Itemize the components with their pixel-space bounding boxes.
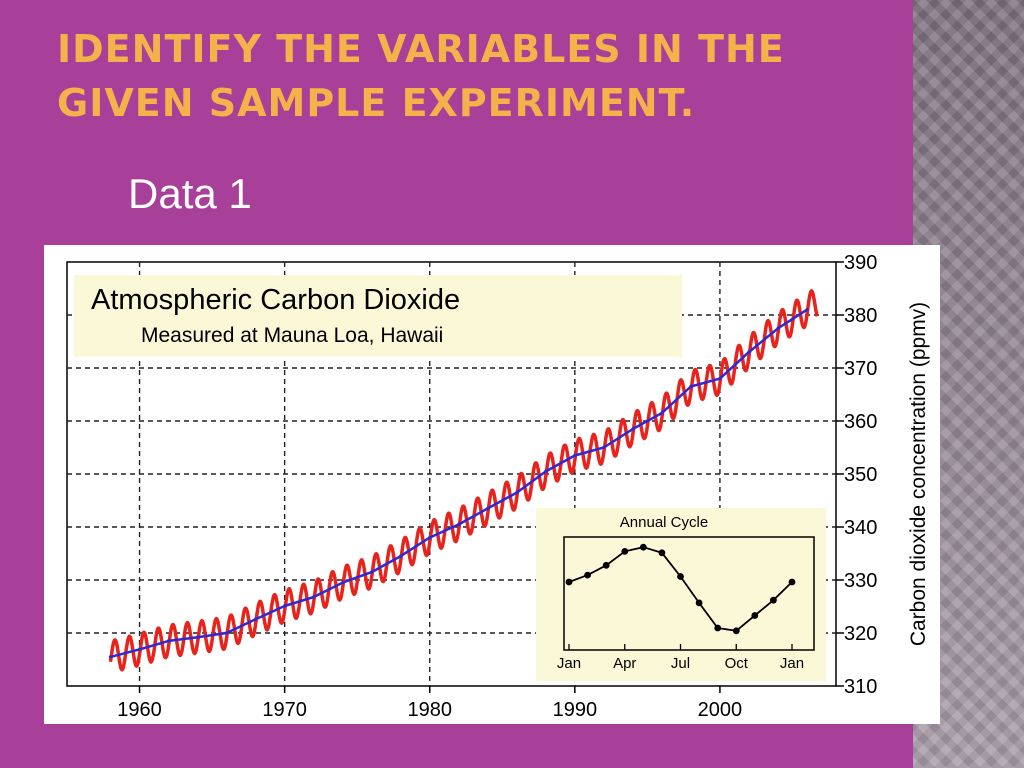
inset-chart: Jan Apr Jul Oct Jan — [557, 543, 804, 672]
inset-point — [658, 549, 666, 557]
y-tick-label: 320 — [844, 623, 877, 645]
x-tick-label: 1980 — [407, 699, 452, 721]
series-smoothed-point — [573, 453, 577, 458]
series-smoothed-point — [776, 326, 780, 330]
inset-point — [732, 627, 740, 635]
title-box — [74, 275, 682, 357]
series-smoothed-point — [370, 570, 374, 574]
y-tick-label: 330 — [844, 570, 877, 592]
x-tick-label: 1960 — [117, 699, 162, 721]
inset-point — [677, 573, 684, 580]
series-smoothed-point — [718, 377, 722, 381]
inset-point — [788, 578, 796, 586]
series-smoothed-point — [631, 427, 635, 431]
series-smoothed-point — [515, 491, 519, 495]
inset-point — [639, 543, 647, 551]
series-smoothed-point — [399, 554, 403, 558]
series-smoothed-point — [428, 536, 432, 540]
inset-point — [621, 548, 629, 555]
series-smoothed-point — [602, 445, 606, 450]
inset-point — [584, 571, 591, 579]
series-layer — [108, 289, 819, 672]
y-axis-label: Carbon dioxide concentration (ppmv) — [907, 302, 930, 646]
y-tick-label: 390 — [844, 252, 877, 274]
y-ticks: 310 320 330 340 350 360 370 380 390 — [836, 252, 877, 698]
series-smoothed-point — [747, 350, 751, 354]
series-smoothed-point — [805, 308, 809, 312]
series-smoothed-point — [341, 581, 345, 585]
series-smoothed-point — [457, 522, 461, 526]
series-smoothed-point — [312, 595, 316, 599]
inset-frame — [563, 536, 815, 651]
co2-chart: 310 320 330 340 350 360 370 380 390 1960 1970 1980… — [66, 252, 930, 721]
inset-point — [770, 596, 777, 604]
inset-tick-label: Jan — [780, 655, 804, 672]
slide-subtitle: Data 1 — [128, 170, 252, 217]
y-tick-label: 310 — [844, 676, 877, 698]
inset-point — [695, 599, 703, 607]
y-tick-label: 370 — [844, 358, 877, 380]
series-smoothed-point — [254, 617, 258, 621]
y-tick-label: 380 — [844, 305, 877, 327]
chart-subtitle: Measured at Mauna Loa, Hawaii — [141, 324, 443, 347]
series-smoothed-point — [660, 411, 664, 415]
inset-tick-label: Apr — [613, 655, 636, 672]
series-smoothed-point — [137, 647, 142, 651]
chart-title: Atmospheric Carbon Dioxide — [91, 284, 460, 316]
series-smoothed-point — [167, 639, 171, 643]
series-smoothed-point — [689, 384, 693, 389]
x-ticks: 1960 1970 1980 1990 2000 — [117, 686, 742, 721]
x-tick-label: 1970 — [262, 699, 307, 721]
series-smoothed-point — [486, 506, 490, 510]
inset-title: Annual Cycle — [620, 514, 708, 531]
y-tick-label: 340 — [844, 517, 877, 539]
inset-point — [751, 612, 759, 619]
inset-point — [602, 561, 610, 569]
series-smoothed-point — [108, 655, 113, 659]
series-smoothed-point — [225, 631, 229, 635]
y-tick-label: 360 — [844, 411, 877, 433]
series-smoothed-point — [196, 635, 200, 639]
inset-tick-label: Jul — [671, 655, 690, 672]
series-smoothed-point — [283, 604, 287, 608]
chart-figure: 310 320 330 340 350 360 370 380 390 1960 1970 1980… — [44, 245, 940, 724]
x-tick-label: 1990 — [553, 699, 598, 721]
series-smoothed-point — [544, 469, 548, 473]
inset-tick-label: Oct — [725, 655, 749, 672]
series-monthly-line — [108, 289, 819, 672]
x-tick-label: 2000 — [698, 699, 743, 721]
inset-tick-label: Jan — [557, 655, 581, 672]
y-tick-label: 350 — [844, 464, 877, 486]
slide-title: Identify the variables in the given samp… — [57, 27, 785, 125]
inset-point — [565, 578, 573, 586]
inset-point — [714, 624, 722, 632]
